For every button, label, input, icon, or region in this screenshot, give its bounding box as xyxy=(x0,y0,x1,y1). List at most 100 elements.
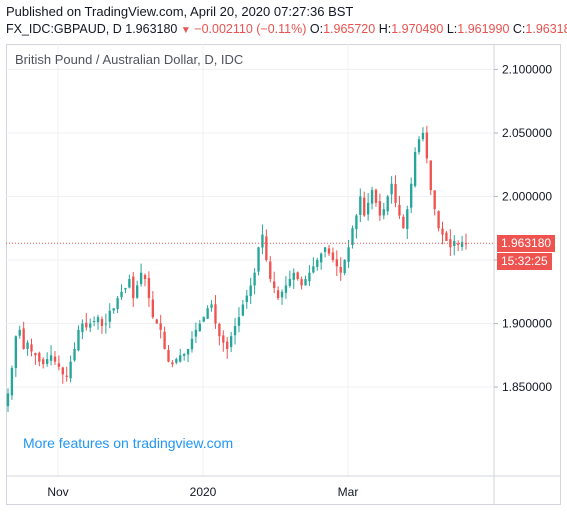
candle-body xyxy=(398,204,401,216)
candle-body xyxy=(226,341,229,349)
candle-body xyxy=(89,323,92,328)
candle-body xyxy=(214,304,217,324)
candle-body xyxy=(406,209,409,229)
candle-body xyxy=(81,323,84,333)
candle-body xyxy=(273,281,276,288)
candle-body xyxy=(319,253,323,263)
candle-body xyxy=(453,240,456,247)
candle-body xyxy=(390,183,393,195)
candle-body xyxy=(182,354,186,356)
candle-body xyxy=(34,353,37,356)
candle-body xyxy=(61,367,64,375)
candle-body xyxy=(57,363,61,367)
candle-body xyxy=(14,336,18,368)
candle-body xyxy=(194,329,198,337)
candle-body xyxy=(292,272,295,280)
candle-body xyxy=(402,216,405,229)
candle-body xyxy=(202,317,205,322)
low-value: 1.961990 xyxy=(457,22,510,36)
candle-body xyxy=(429,160,432,191)
candle-body xyxy=(241,304,245,316)
candle-body xyxy=(179,355,182,362)
candle-body xyxy=(288,279,292,286)
candle-body xyxy=(139,272,143,284)
candle-body xyxy=(206,308,209,319)
last-price-tag: 1.963180 xyxy=(497,235,556,253)
high-label: H: xyxy=(378,22,392,36)
candle-body xyxy=(433,190,436,210)
candle-body xyxy=(284,285,288,293)
candle-body xyxy=(10,368,14,396)
candle-body xyxy=(370,190,374,204)
candle-body xyxy=(108,310,111,322)
symbol-info-bar: FX_IDC:GBPAUD, D 1.963180 ▼ −0.002110 (−… xyxy=(6,22,567,36)
open-label: O: xyxy=(309,22,324,36)
y-tick-label: 2.050000 xyxy=(502,126,552,140)
candle-body xyxy=(425,132,429,159)
chart-pane[interactable] xyxy=(6,44,561,505)
candle-body xyxy=(331,252,335,260)
candle-body xyxy=(233,326,237,336)
last-price: 1.963180 xyxy=(125,22,178,36)
candle-body xyxy=(77,329,80,351)
y-tick-label: 2.100000 xyxy=(502,62,552,76)
candle-body xyxy=(112,308,115,311)
high-value: 1.970490 xyxy=(391,22,444,36)
candle-body xyxy=(394,184,397,203)
candle-body xyxy=(445,232,448,241)
candle-body xyxy=(366,202,370,215)
candle-body xyxy=(222,335,225,343)
candle-body xyxy=(343,260,346,274)
candle-body xyxy=(218,323,221,337)
candle-body xyxy=(386,196,389,212)
candle-body xyxy=(460,242,464,247)
candle-body xyxy=(143,275,147,280)
candle-body xyxy=(237,317,241,326)
candle-body xyxy=(198,323,201,332)
candle-body xyxy=(323,247,327,252)
bar-countdown-tag: 15:32:25 xyxy=(497,253,552,271)
candle-body xyxy=(261,234,264,248)
candle-body xyxy=(132,276,135,299)
candle-body xyxy=(339,266,342,273)
tradingview-link[interactable]: More features on tradingview.com xyxy=(23,435,234,451)
candle-body xyxy=(116,298,119,310)
open-value: 1.965720 xyxy=(323,22,376,36)
down-arrow-icon: ▼ xyxy=(180,25,191,36)
candle-body xyxy=(26,342,29,349)
candle-body xyxy=(296,272,299,280)
candle-body xyxy=(186,348,190,355)
candle-body xyxy=(53,356,57,362)
candle-body xyxy=(85,322,88,328)
candle-body xyxy=(464,243,468,245)
candle-body xyxy=(304,279,307,286)
candle-body xyxy=(363,197,366,216)
candle-body xyxy=(96,317,100,323)
candle-body xyxy=(335,259,338,267)
candle-body xyxy=(437,211,440,229)
candle-body xyxy=(456,243,460,245)
candle-body xyxy=(155,319,158,324)
candle-body xyxy=(100,319,104,327)
candle-body xyxy=(159,323,162,330)
x-tick-label: Mar xyxy=(338,485,359,499)
y-tick-label: 2.000000 xyxy=(502,189,552,203)
candle-body xyxy=(163,331,166,349)
candle-body xyxy=(417,139,421,153)
candle-body xyxy=(73,348,76,361)
candle-body xyxy=(69,361,72,379)
candle-body xyxy=(378,201,382,216)
candle-body xyxy=(210,304,213,308)
candle-body xyxy=(269,261,272,280)
y-tick-label: 1.900000 xyxy=(502,317,552,331)
candle-body xyxy=(136,285,139,298)
candlestick-chart[interactable]: 2.1000002.0500002.0000001.9500001.900000… xyxy=(6,44,561,505)
candle-body xyxy=(151,299,155,318)
candle-body xyxy=(441,228,444,235)
candle-body xyxy=(413,152,417,187)
candle-body xyxy=(312,266,315,273)
candle-body xyxy=(327,248,331,254)
symbol-name[interactable]: FX_IDC:GBPAUD, D xyxy=(6,22,122,36)
published-timestamp: Published on TradingView.com, April 20, … xyxy=(6,4,354,19)
candle-body xyxy=(257,247,260,272)
